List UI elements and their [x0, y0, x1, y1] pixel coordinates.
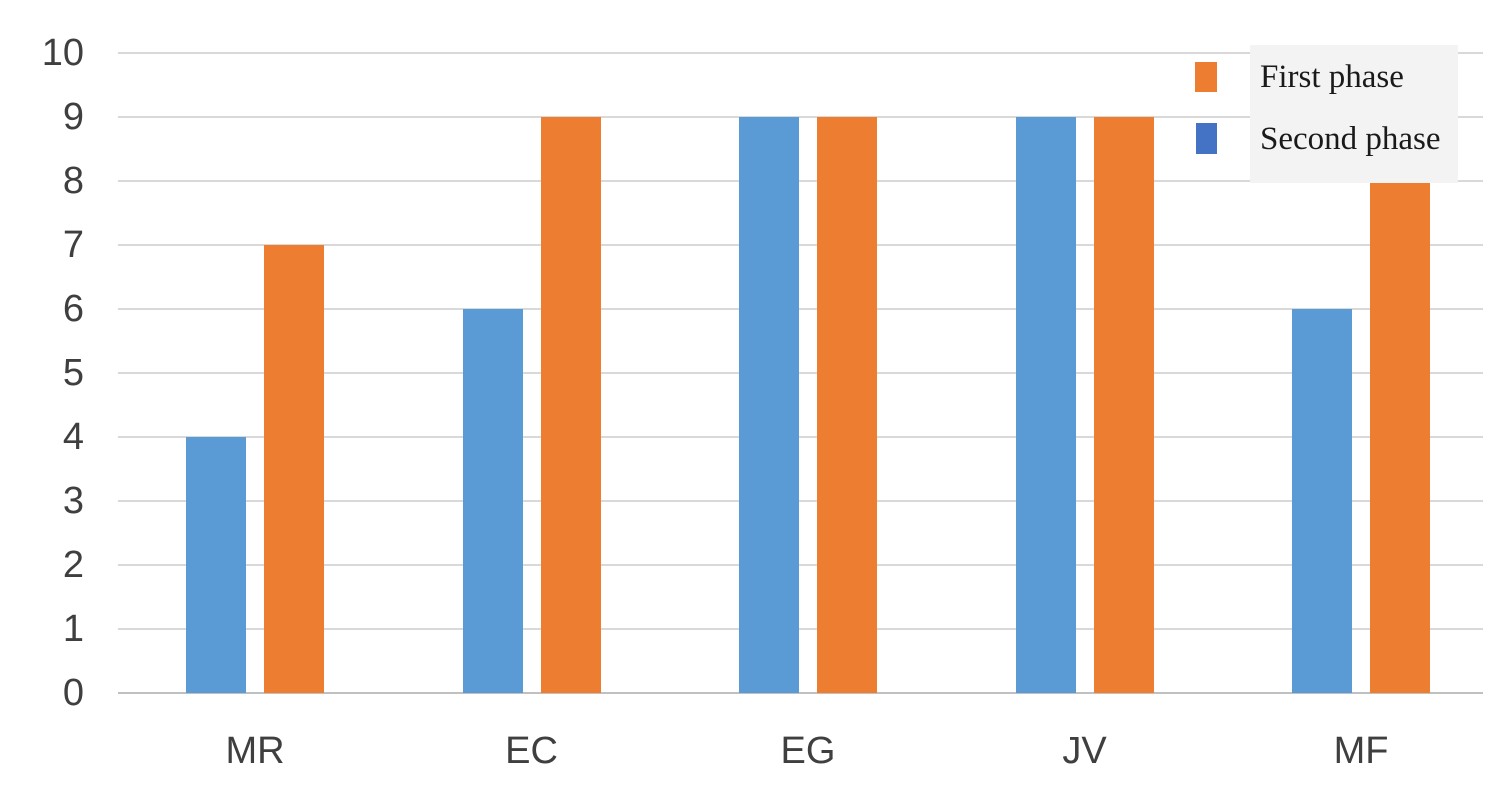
y-tick-label-2: 2: [62, 544, 84, 586]
legend-marker-first-phase: [1195, 62, 1217, 92]
gridline-1: [118, 628, 1483, 630]
y-tick-label-9: 9: [62, 96, 84, 138]
y-tick-label-3: 3: [62, 480, 84, 522]
legend-label-first-phase: First phase: [1260, 59, 1404, 95]
gridline-3: [118, 500, 1483, 502]
x-tick-label-jv: JV: [1062, 730, 1107, 772]
y-tick-label-6: 6: [62, 288, 84, 330]
bar-second-phase-ec: [462, 309, 523, 693]
gridline-10: [118, 52, 1483, 54]
x-tick-label-eg: EG: [780, 730, 836, 772]
x-tick-label-ec: EC: [505, 730, 558, 772]
gridline-6: [118, 308, 1483, 310]
y-tick-label-5: 5: [62, 352, 84, 394]
bar-first-phase-mr: [264, 245, 324, 693]
bar-second-phase-mr: [186, 437, 246, 693]
y-tick-label-0: 0: [62, 672, 84, 714]
legend: First phase Second phase: [1195, 45, 1458, 183]
y-tick-label-10: 10: [41, 32, 84, 74]
gridline-8: [118, 180, 1483, 182]
bar-first-phase-mf: [1370, 181, 1430, 693]
gridline-9: [118, 116, 1483, 118]
bar-first-phase-eg: [817, 117, 877, 693]
x-tick-label-mf: MF: [1333, 730, 1389, 772]
x-tick-label-mr: MR: [225, 730, 285, 772]
gridline-5: [118, 372, 1483, 374]
y-tick-label-8: 8: [62, 160, 84, 202]
legend-marker-second-phase: [1196, 123, 1217, 154]
legend-box: [1250, 45, 1458, 183]
bar-second-phase-jv: [1015, 117, 1076, 693]
y-tick-label-7: 7: [62, 224, 84, 266]
y-tick-label-4: 4: [62, 416, 84, 458]
bar-first-phase-jv: [1093, 117, 1154, 693]
legend-label-second-phase: Second phase: [1260, 121, 1441, 157]
bar-second-phase-eg: [739, 117, 799, 693]
gridline-7: [118, 244, 1483, 246]
bar-first-phase-ec: [540, 117, 601, 693]
y-tick-label-1: 1: [62, 608, 84, 650]
gridline-4: [118, 436, 1483, 438]
bar-second-phase-mf: [1292, 309, 1352, 693]
gridline-0: [118, 692, 1483, 694]
gridline-2: [118, 564, 1483, 566]
